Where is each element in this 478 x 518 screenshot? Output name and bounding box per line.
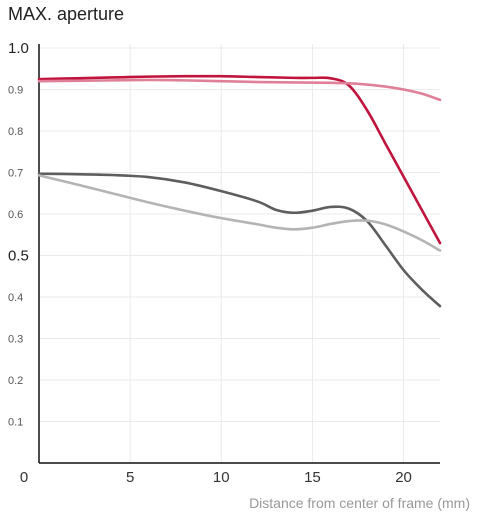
series-line-1	[37, 74, 442, 245]
y-tick-labels: 1.0 0.9 0.8 0.7 0.6 0.5 0.4 0.3 0.2 0.1	[8, 40, 29, 429]
y-tick-label: 0.8	[8, 126, 23, 138]
series-line-3	[37, 172, 442, 308]
y-tick-label: 0.7	[8, 168, 23, 180]
x-tick-label: 5	[126, 469, 134, 486]
x-tick-labels: 0 5 10 15 20	[20, 469, 412, 486]
series-line-2	[37, 78, 442, 102]
grid-lines	[39, 44, 440, 463]
series-group	[37, 74, 442, 308]
x-tick-label: 10	[213, 469, 230, 486]
x-tick-label: 20	[395, 469, 412, 486]
x-tick-label: 0	[20, 469, 28, 486]
y-tick-label: 1.0	[8, 40, 29, 57]
x-axis-label: Distance from center of frame (mm)	[249, 495, 470, 511]
y-tick-label: 0.4	[8, 292, 23, 304]
chart-title: MAX. aperture	[8, 4, 125, 24]
y-tick-label: 0.3	[8, 334, 23, 346]
y-tick-label: 0.2	[8, 375, 23, 387]
series-line-4	[37, 174, 442, 252]
y-tick-label: 0.9	[8, 85, 23, 97]
axes	[38, 44, 440, 464]
y-tick-label: 0.6	[8, 209, 23, 221]
y-tick-label: 0.5	[8, 248, 29, 265]
y-tick-label: 0.1	[8, 417, 23, 429]
x-tick-label: 15	[304, 469, 321, 486]
